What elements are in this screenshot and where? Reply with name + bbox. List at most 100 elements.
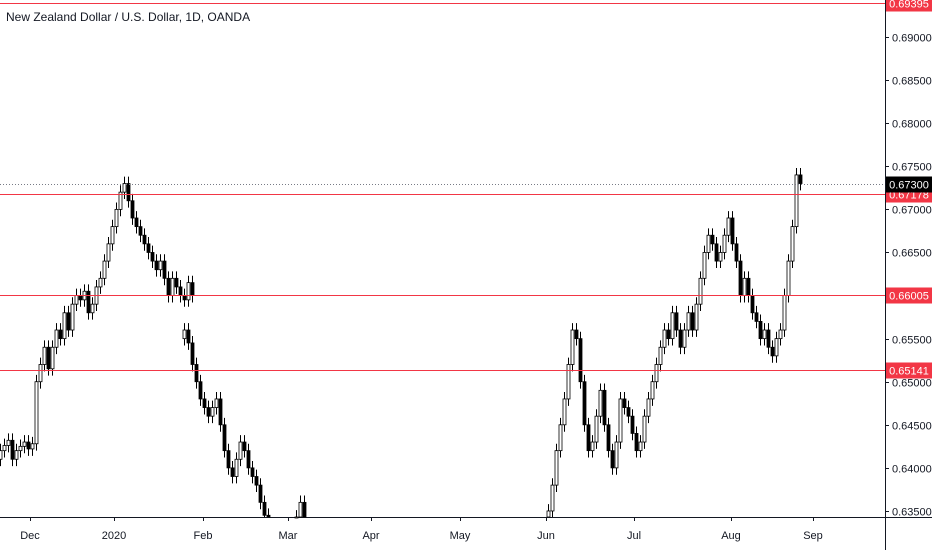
candle-body: [758, 321, 763, 340]
candle-body: [666, 329, 671, 340]
y-tick-label: 0.64500: [892, 421, 932, 433]
candle-body: [178, 286, 183, 296]
candle-body: [62, 312, 67, 340]
candle-body: [642, 415, 647, 443]
candle-body: [106, 243, 111, 262]
candle-body: [166, 277, 171, 296]
y-tick-label: 0.67500: [892, 162, 932, 174]
candle-body: [266, 514, 271, 518]
candle-body: [258, 484, 263, 503]
candle-body: [174, 277, 179, 288]
y-tick-label: 0.66500: [892, 248, 932, 260]
candle-body: [686, 312, 691, 331]
candle-body: [566, 364, 571, 400]
chart-title: New Zealand Dollar / U.S. Dollar, 1D, OA…: [6, 10, 251, 24]
candle-body: [650, 381, 655, 400]
x-tick-label: Jul: [627, 530, 641, 542]
candle-body: [194, 364, 199, 383]
candle-body: [34, 381, 39, 445]
candle-body: [562, 398, 567, 426]
candle-body: [574, 329, 579, 340]
x-tick-label: 2020: [102, 530, 126, 542]
y-tick-label: 0.68500: [892, 76, 932, 88]
candle-body: [718, 252, 723, 262]
x-tick-label: Dec: [20, 530, 40, 542]
candle-body: [770, 346, 775, 357]
candle-body: [42, 346, 47, 365]
candle-body: [74, 295, 79, 305]
candle-body: [622, 398, 627, 408]
candle-body: [654, 364, 659, 383]
candle-body: [86, 290, 91, 314]
candle-body: [190, 342, 195, 365]
candle-body: [302, 501, 307, 518]
candle-body: [46, 346, 51, 370]
candle-body: [182, 295, 187, 301]
candle-body: [730, 217, 735, 245]
candle-body: [186, 329, 191, 344]
y-tick-label: 0.65000: [892, 378, 932, 390]
candle-body: [138, 226, 143, 236]
candle-body: [734, 243, 739, 262]
candle-body: [90, 303, 95, 314]
candle-body: [630, 415, 635, 434]
candle-body: [246, 450, 251, 469]
candle-body: [10, 439, 15, 460]
candle-body: [54, 329, 59, 348]
candle-body: [742, 277, 747, 296]
candle-body: [58, 329, 63, 340]
candle-body: [794, 174, 799, 228]
candle-body: [294, 516, 299, 519]
candle-body: [298, 501, 303, 518]
last-price-label-text: 0.67300: [889, 180, 929, 192]
candle-body: [2, 445, 7, 452]
x-tick-label: Mar: [279, 530, 298, 542]
candle-body: [634, 433, 639, 452]
candle-body: [142, 234, 147, 245]
y-tick-label: 0.68000: [892, 119, 932, 131]
candle-body: [250, 467, 255, 477]
candle-body: [598, 389, 603, 417]
x-tick-label: Feb: [194, 530, 213, 542]
candle-body: [682, 329, 687, 348]
candle-body: [750, 295, 755, 314]
candle-body: [110, 226, 115, 245]
candle-body: [554, 450, 559, 486]
candle-body: [0, 450, 3, 460]
y-tick-label: 0.69000: [892, 33, 932, 45]
candle-body: [50, 346, 55, 370]
candle-body: [586, 424, 591, 452]
y-tick-label: 0.63500: [892, 507, 932, 519]
candle-body: [78, 295, 83, 301]
candle-body: [550, 484, 555, 512]
candle-body: [786, 260, 791, 296]
candle-body: [594, 415, 599, 443]
candle-body: [626, 407, 631, 417]
candle-body: [202, 398, 207, 408]
candle-body: [150, 252, 155, 262]
candle-body: [14, 450, 19, 460]
candle-body: [146, 243, 151, 253]
candle-body: [670, 312, 675, 340]
price-label-text: 0.69395: [889, 0, 929, 11]
candle-body: [570, 329, 575, 365]
candle-body: [714, 243, 719, 262]
candle-body: [222, 424, 227, 452]
candle-body: [254, 476, 259, 486]
candle-body: [738, 260, 743, 296]
candle-body: [746, 277, 751, 296]
price-label-box: [886, 362, 932, 379]
candle-body: [22, 441, 27, 447]
candle-body: [262, 501, 267, 516]
candle-body: [706, 234, 711, 253]
y-tick-label: 0.65500: [892, 335, 932, 347]
candle-body: [198, 381, 203, 400]
candle-body: [798, 174, 803, 184]
candle-body: [702, 252, 707, 279]
candle-body: [774, 338, 779, 357]
candle-body: [638, 441, 643, 452]
candle-body: [26, 441, 31, 450]
candle-body: [658, 346, 663, 365]
candle-body: [694, 303, 699, 331]
